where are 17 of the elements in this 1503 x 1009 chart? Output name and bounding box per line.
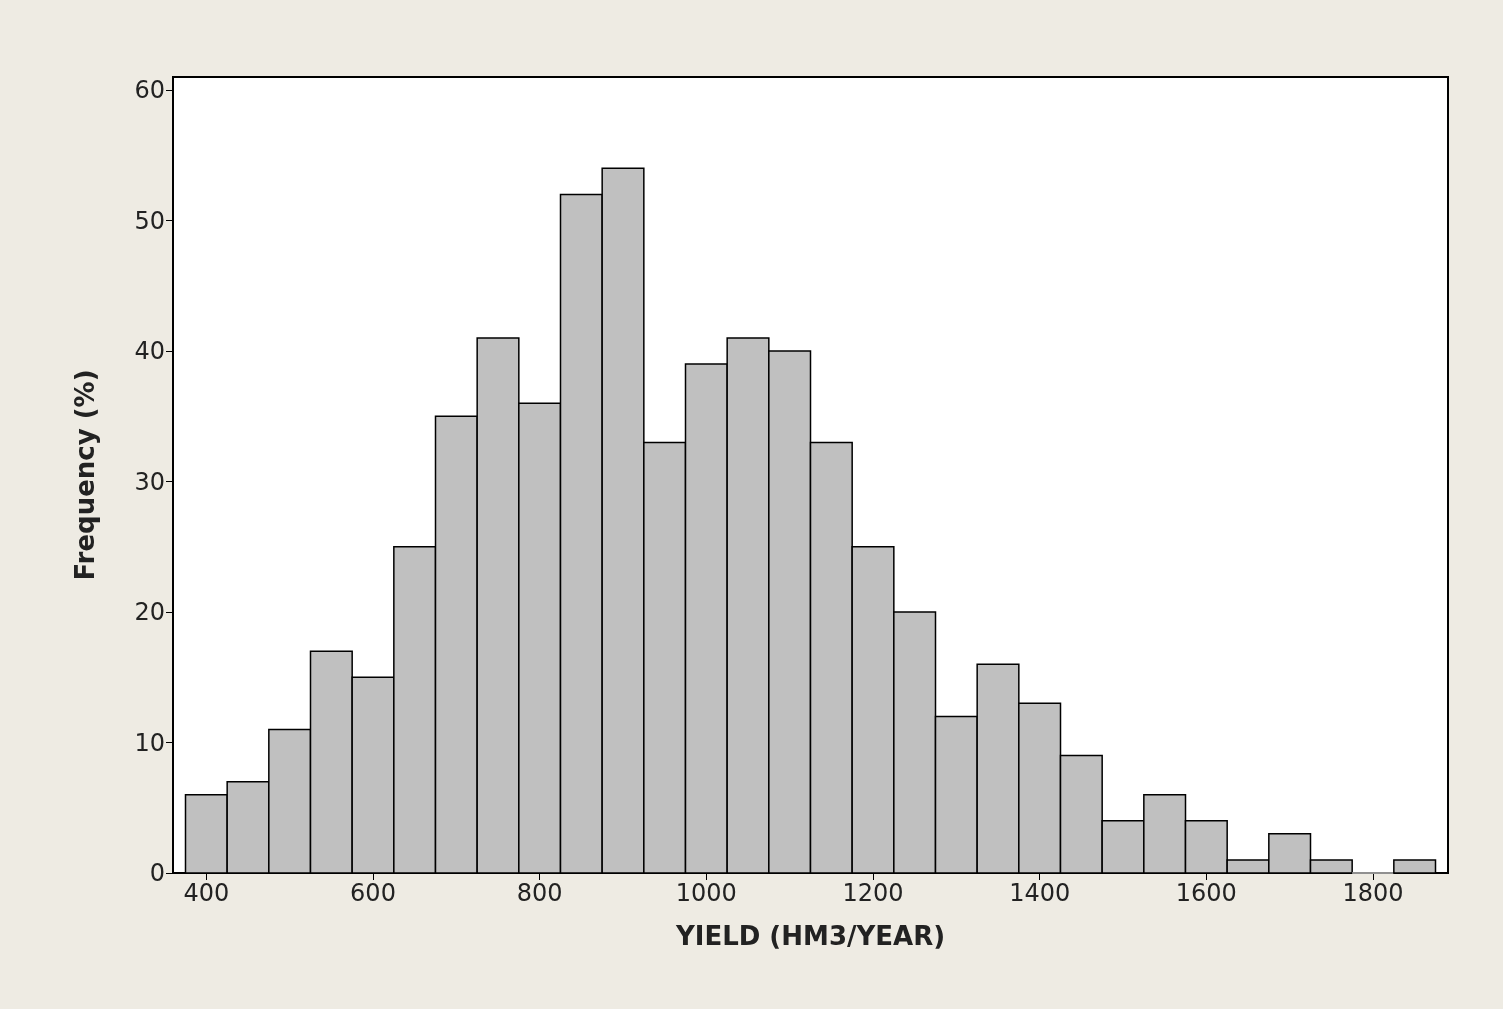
y-tick-label: 50: [134, 206, 165, 235]
x-axis-title: YIELD (HM3/YEAR): [674, 921, 946, 951]
x-tick-label: 400: [183, 879, 230, 907]
y-tick-label: 10: [134, 728, 165, 757]
x-tick-label: 1200: [842, 879, 904, 907]
x-tick-label: 1800: [1342, 879, 1404, 907]
y-tick-label: 0: [149, 859, 165, 887]
x-tick-label: 600: [350, 879, 396, 907]
x-tick-label: 1600: [1175, 879, 1237, 907]
y-tick-label: 30: [134, 467, 165, 496]
y-tick-label: 40: [134, 337, 165, 366]
x-tick-label: 1400: [1009, 879, 1071, 907]
x-tick-label: 800: [516, 879, 563, 907]
y-tick-label: 20: [134, 598, 165, 627]
x-tick-label: 1000: [675, 879, 737, 907]
y-axis-title: Frequency (%): [70, 369, 100, 581]
y-tick-label: 60: [134, 76, 165, 105]
